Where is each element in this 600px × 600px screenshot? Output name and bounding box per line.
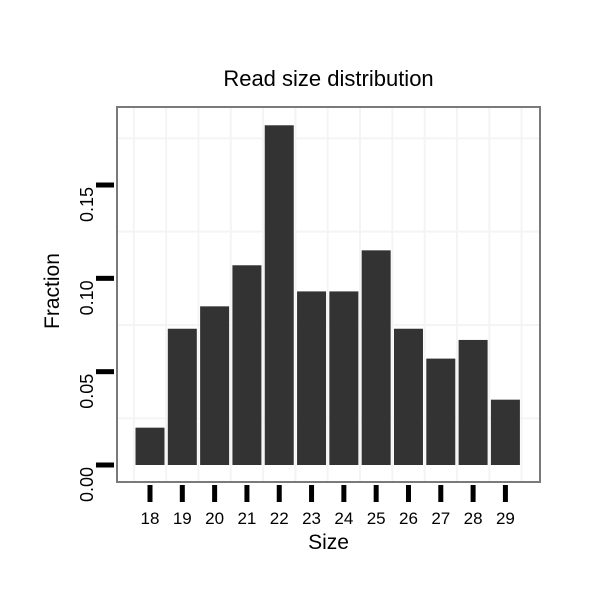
x-tick-label: 18 bbox=[141, 509, 160, 528]
bar-29 bbox=[490, 399, 520, 465]
x-tick bbox=[405, 485, 411, 502]
chart-title: Read size distribution bbox=[223, 66, 434, 91]
x-tick-label: 20 bbox=[205, 509, 224, 528]
x-axis-label: Size bbox=[308, 531, 349, 554]
bar-21 bbox=[232, 265, 262, 465]
y-tick-label: 0.10 bbox=[77, 280, 97, 315]
bar-27 bbox=[426, 358, 456, 465]
x-tick bbox=[309, 485, 315, 502]
x-tick-label: 19 bbox=[173, 509, 192, 528]
bar-24 bbox=[329, 291, 359, 465]
y-tick-label: 0.05 bbox=[77, 374, 97, 409]
x-tick-label: 21 bbox=[237, 509, 256, 528]
y-tick-label: 0.15 bbox=[77, 187, 97, 222]
y-tick-label: 0.00 bbox=[77, 467, 97, 502]
x-tick bbox=[212, 485, 218, 502]
y-tick bbox=[96, 462, 114, 468]
x-tick bbox=[438, 485, 444, 502]
x-tick-label: 25 bbox=[367, 509, 386, 528]
x-tick bbox=[502, 485, 508, 502]
x-tick bbox=[179, 485, 185, 502]
x-tick bbox=[244, 485, 250, 502]
bar-25 bbox=[361, 250, 391, 465]
x-tick bbox=[373, 485, 379, 502]
bar-23 bbox=[297, 291, 327, 465]
y-tick bbox=[96, 369, 114, 375]
x-tick-label: 24 bbox=[334, 509, 353, 528]
x-tick-label: 22 bbox=[270, 509, 289, 528]
bar-19 bbox=[167, 328, 197, 465]
x-tick-label: 26 bbox=[399, 509, 418, 528]
x-tick-label: 29 bbox=[496, 509, 515, 528]
y-tick bbox=[96, 275, 114, 281]
bar-20 bbox=[200, 306, 230, 465]
y-tick bbox=[96, 182, 114, 188]
x-tick bbox=[147, 485, 153, 502]
bar-26 bbox=[393, 328, 423, 465]
x-tick-label: 23 bbox=[302, 509, 321, 528]
y-axis-label: Fraction bbox=[41, 253, 64, 329]
x-tick-label: 27 bbox=[431, 509, 450, 528]
bar-22 bbox=[264, 125, 294, 465]
x-tick bbox=[341, 485, 347, 502]
bar-28 bbox=[458, 339, 488, 465]
x-tick-label: 28 bbox=[464, 509, 483, 528]
x-tick bbox=[276, 485, 282, 502]
x-tick bbox=[470, 485, 476, 502]
bar-18 bbox=[135, 427, 165, 465]
